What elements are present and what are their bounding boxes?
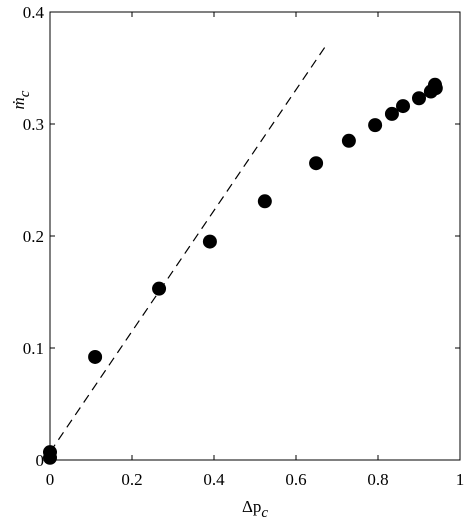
y-tick-label: 0.4 bbox=[23, 3, 45, 22]
dashed-line bbox=[49, 45, 327, 453]
y-tick-label: 0.2 bbox=[23, 227, 44, 246]
data-point bbox=[257, 194, 272, 209]
data-point bbox=[427, 77, 442, 92]
x-tick-label: 0.2 bbox=[121, 470, 142, 489]
data-point bbox=[412, 91, 426, 106]
x-tick-label: 0 bbox=[46, 470, 55, 489]
data-point bbox=[88, 349, 103, 364]
x-tick-label: 0.8 bbox=[367, 470, 388, 489]
x-label-main: Δp bbox=[242, 497, 261, 516]
x-label-sub: c bbox=[261, 505, 268, 521]
x-tick-label: 0.6 bbox=[285, 470, 306, 489]
data-point bbox=[368, 118, 383, 133]
data-point bbox=[43, 450, 57, 465]
data-point bbox=[341, 133, 356, 148]
x-tick-label: 0.4 bbox=[203, 470, 225, 489]
data-point bbox=[202, 234, 217, 249]
y-tick-label: 0 bbox=[36, 451, 45, 470]
x-tick-label: 1 bbox=[456, 470, 465, 489]
data-point bbox=[309, 156, 324, 171]
plot-frame bbox=[49, 11, 461, 461]
data-point bbox=[152, 281, 167, 296]
y-tick-label: 0.3 bbox=[23, 115, 44, 134]
y-tick-label: 0.1 bbox=[23, 339, 44, 358]
y-axis-label: ṁc bbox=[9, 90, 33, 109]
data-point bbox=[396, 99, 411, 114]
y-label-main: ṁ bbox=[9, 97, 28, 109]
y-label-sub: c bbox=[17, 90, 33, 97]
x-axis-label: Δpc bbox=[242, 497, 268, 521]
data-point bbox=[384, 106, 399, 121]
